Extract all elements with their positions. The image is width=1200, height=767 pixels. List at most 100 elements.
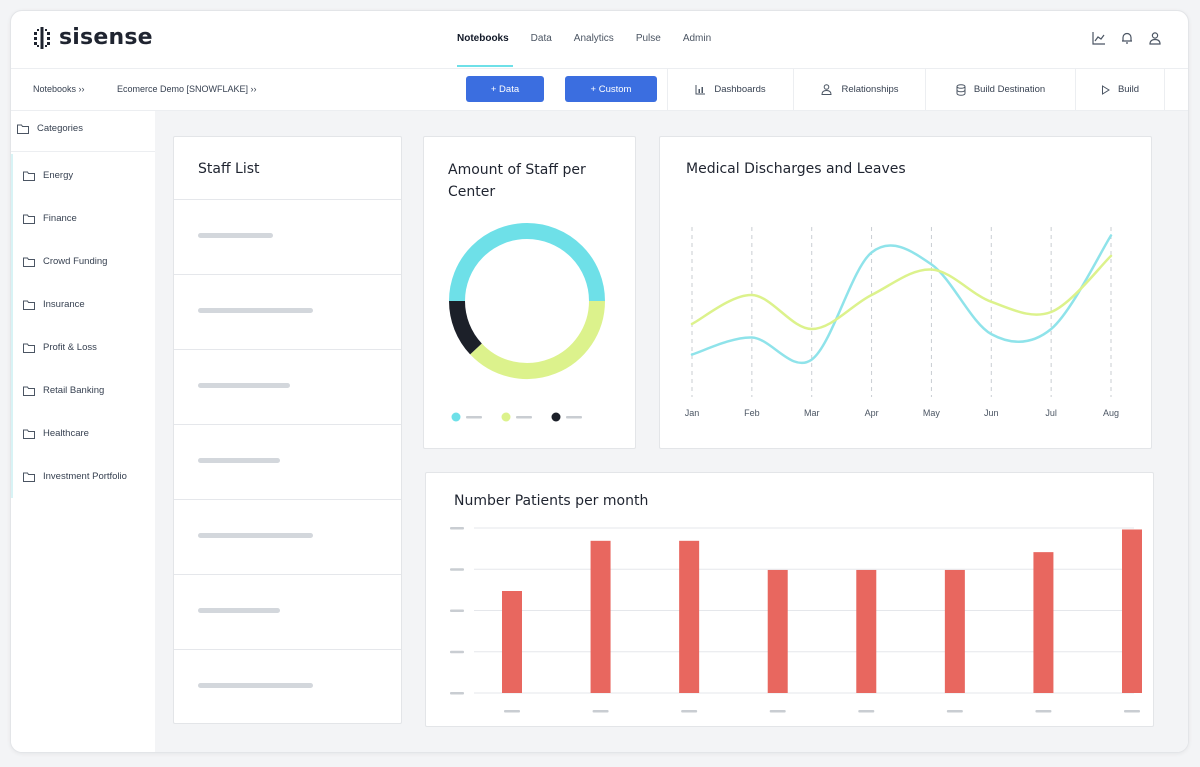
category-label: Profit & Loss: [43, 342, 97, 353]
legend-label-placeholder: [516, 416, 532, 419]
placeholder-bar: [198, 533, 313, 538]
nav-admin[interactable]: Admin: [682, 33, 712, 44]
dashboards-button[interactable]: Dashboards: [667, 69, 793, 110]
patients-per-month-card: Number Patients per month: [425, 472, 1154, 727]
folder-icon: [23, 214, 35, 224]
bar[interactable]: [502, 591, 522, 693]
legend-dot: [551, 412, 561, 422]
x-tick-label: Aug: [1103, 408, 1119, 418]
play-icon: [1101, 84, 1110, 95]
user-icon[interactable]: [1148, 31, 1162, 45]
category-profit-loss[interactable]: Profit & Loss: [11, 326, 155, 369]
y-tick-placeholder: [450, 568, 464, 571]
category-energy[interactable]: Energy: [11, 154, 155, 197]
dashboard-canvas: Staff List Amount of Staff per Center Me…: [155, 111, 1188, 752]
build-label: Build: [1117, 84, 1140, 95]
bar[interactable]: [590, 540, 611, 693]
category-insurance[interactable]: Insurance: [11, 283, 155, 326]
line-series[interactable]: [690, 234, 1113, 365]
breadcrumb-project[interactable]: Ecomerce Demo [SNOWFLAKE] ››: [117, 84, 257, 94]
folder-icon: [17, 124, 29, 134]
legend-label-placeholder: [566, 416, 582, 419]
bar[interactable]: [944, 569, 965, 693]
app-window: sisense Notebooks Data Analytics Pulse A…: [10, 10, 1189, 753]
category-label: Investment Portfolio: [43, 471, 127, 482]
list-item[interactable]: [174, 199, 401, 274]
legend-dot: [501, 412, 511, 422]
add-data-button[interactable]: + Data: [466, 76, 544, 102]
x-tick-label: Jan: [685, 408, 700, 418]
bar[interactable]: [856, 569, 877, 693]
list-item[interactable]: [174, 424, 401, 499]
bar[interactable]: [1122, 529, 1142, 693]
build-destination-button[interactable]: Build Destination: [925, 69, 1075, 110]
breadcrumb-notebooks[interactable]: Notebooks ››: [33, 84, 85, 94]
relationships-icon: [821, 84, 832, 95]
relationships-button[interactable]: Relationships: [793, 69, 925, 110]
bar[interactable]: [1033, 552, 1054, 693]
sisense-logo-icon: [34, 26, 50, 49]
category-healthcare[interactable]: Healthcare: [11, 412, 155, 455]
nav-data[interactable]: Data: [530, 33, 552, 44]
placeholder-bar: [198, 233, 273, 238]
list-item[interactable]: [174, 649, 401, 724]
donut-slice[interactable]: [470, 300, 605, 379]
bar[interactable]: [767, 569, 788, 693]
donut-slice[interactable]: [449, 223, 605, 302]
y-tick-placeholder: [450, 609, 464, 612]
folder-icon: [23, 429, 35, 439]
folder-icon: [23, 171, 35, 181]
categories-header[interactable]: Categories: [17, 123, 83, 134]
category-label: Finance: [43, 213, 77, 224]
category-crowd-funding[interactable]: Crowd Funding: [11, 240, 155, 283]
x-tick-placeholder: [592, 710, 609, 713]
list-item[interactable]: [174, 274, 401, 349]
x-tick-label: Mar: [804, 408, 820, 418]
folder-icon: [23, 257, 35, 267]
chart-icon[interactable]: [1092, 31, 1106, 45]
nav-analytics[interactable]: Analytics: [573, 33, 614, 44]
placeholder-bar: [198, 683, 313, 688]
nav-notebooks[interactable]: Notebooks: [457, 33, 513, 69]
category-label: Insurance: [43, 299, 85, 310]
top-icons: [1092, 31, 1162, 45]
category-label: Healthcare: [43, 428, 89, 439]
x-tick-label: May: [923, 408, 941, 418]
y-tick-placeholder: [450, 650, 464, 654]
category-investment-portfolio[interactable]: Investment Portfolio: [11, 455, 155, 498]
folder-icon: [23, 472, 35, 482]
category-label: Retail Banking: [43, 385, 105, 396]
relationships-label: Relationships: [841, 84, 899, 95]
categories-label: Categories: [37, 123, 83, 134]
top-navigation-bar: sisense Notebooks Data Analytics Pulse A…: [11, 11, 1188, 69]
bar[interactable]: [679, 540, 700, 693]
add-custom-button[interactable]: + Custom: [565, 76, 657, 102]
sisense-logo[interactable]: sisense: [33, 25, 153, 50]
category-label: Crowd Funding: [43, 256, 108, 267]
build-button[interactable]: Build: [1075, 69, 1165, 110]
list-item[interactable]: [174, 499, 401, 574]
toolbar: Notebooks ›› Ecomerce Demo [SNOWFLAKE] ›…: [11, 69, 1188, 111]
x-tick-placeholder: [681, 710, 698, 713]
x-tick-label: Feb: [744, 408, 760, 418]
list-item[interactable]: [174, 349, 401, 424]
staff-per-center-card: Amount of Staff per Center: [423, 136, 636, 449]
category-finance[interactable]: Finance: [11, 197, 155, 240]
list-item[interactable]: [174, 574, 401, 649]
x-tick-placeholder: [769, 710, 786, 713]
category-retail-banking[interactable]: Retail Banking: [11, 369, 155, 412]
donut-slice[interactable]: [449, 300, 483, 355]
nav-pulse[interactable]: Pulse: [635, 33, 661, 44]
bell-icon[interactable]: [1120, 31, 1134, 45]
donut-title: Amount of Staff per Center: [448, 162, 586, 200]
x-tick-placeholder: [1124, 710, 1140, 713]
line-series[interactable]: [690, 254, 1113, 331]
legend-dot: [451, 412, 461, 422]
sidebar-divider: [11, 151, 155, 152]
categories-sidebar: Categories Energy Finance Crowd Funding …: [11, 111, 155, 752]
staff-list-title: Staff List: [198, 161, 260, 177]
x-tick-placeholder: [1035, 710, 1052, 713]
folder-icon: [23, 386, 35, 396]
line-chart-title: Medical Discharges and Leaves: [686, 161, 906, 177]
category-label: Energy: [43, 170, 74, 181]
